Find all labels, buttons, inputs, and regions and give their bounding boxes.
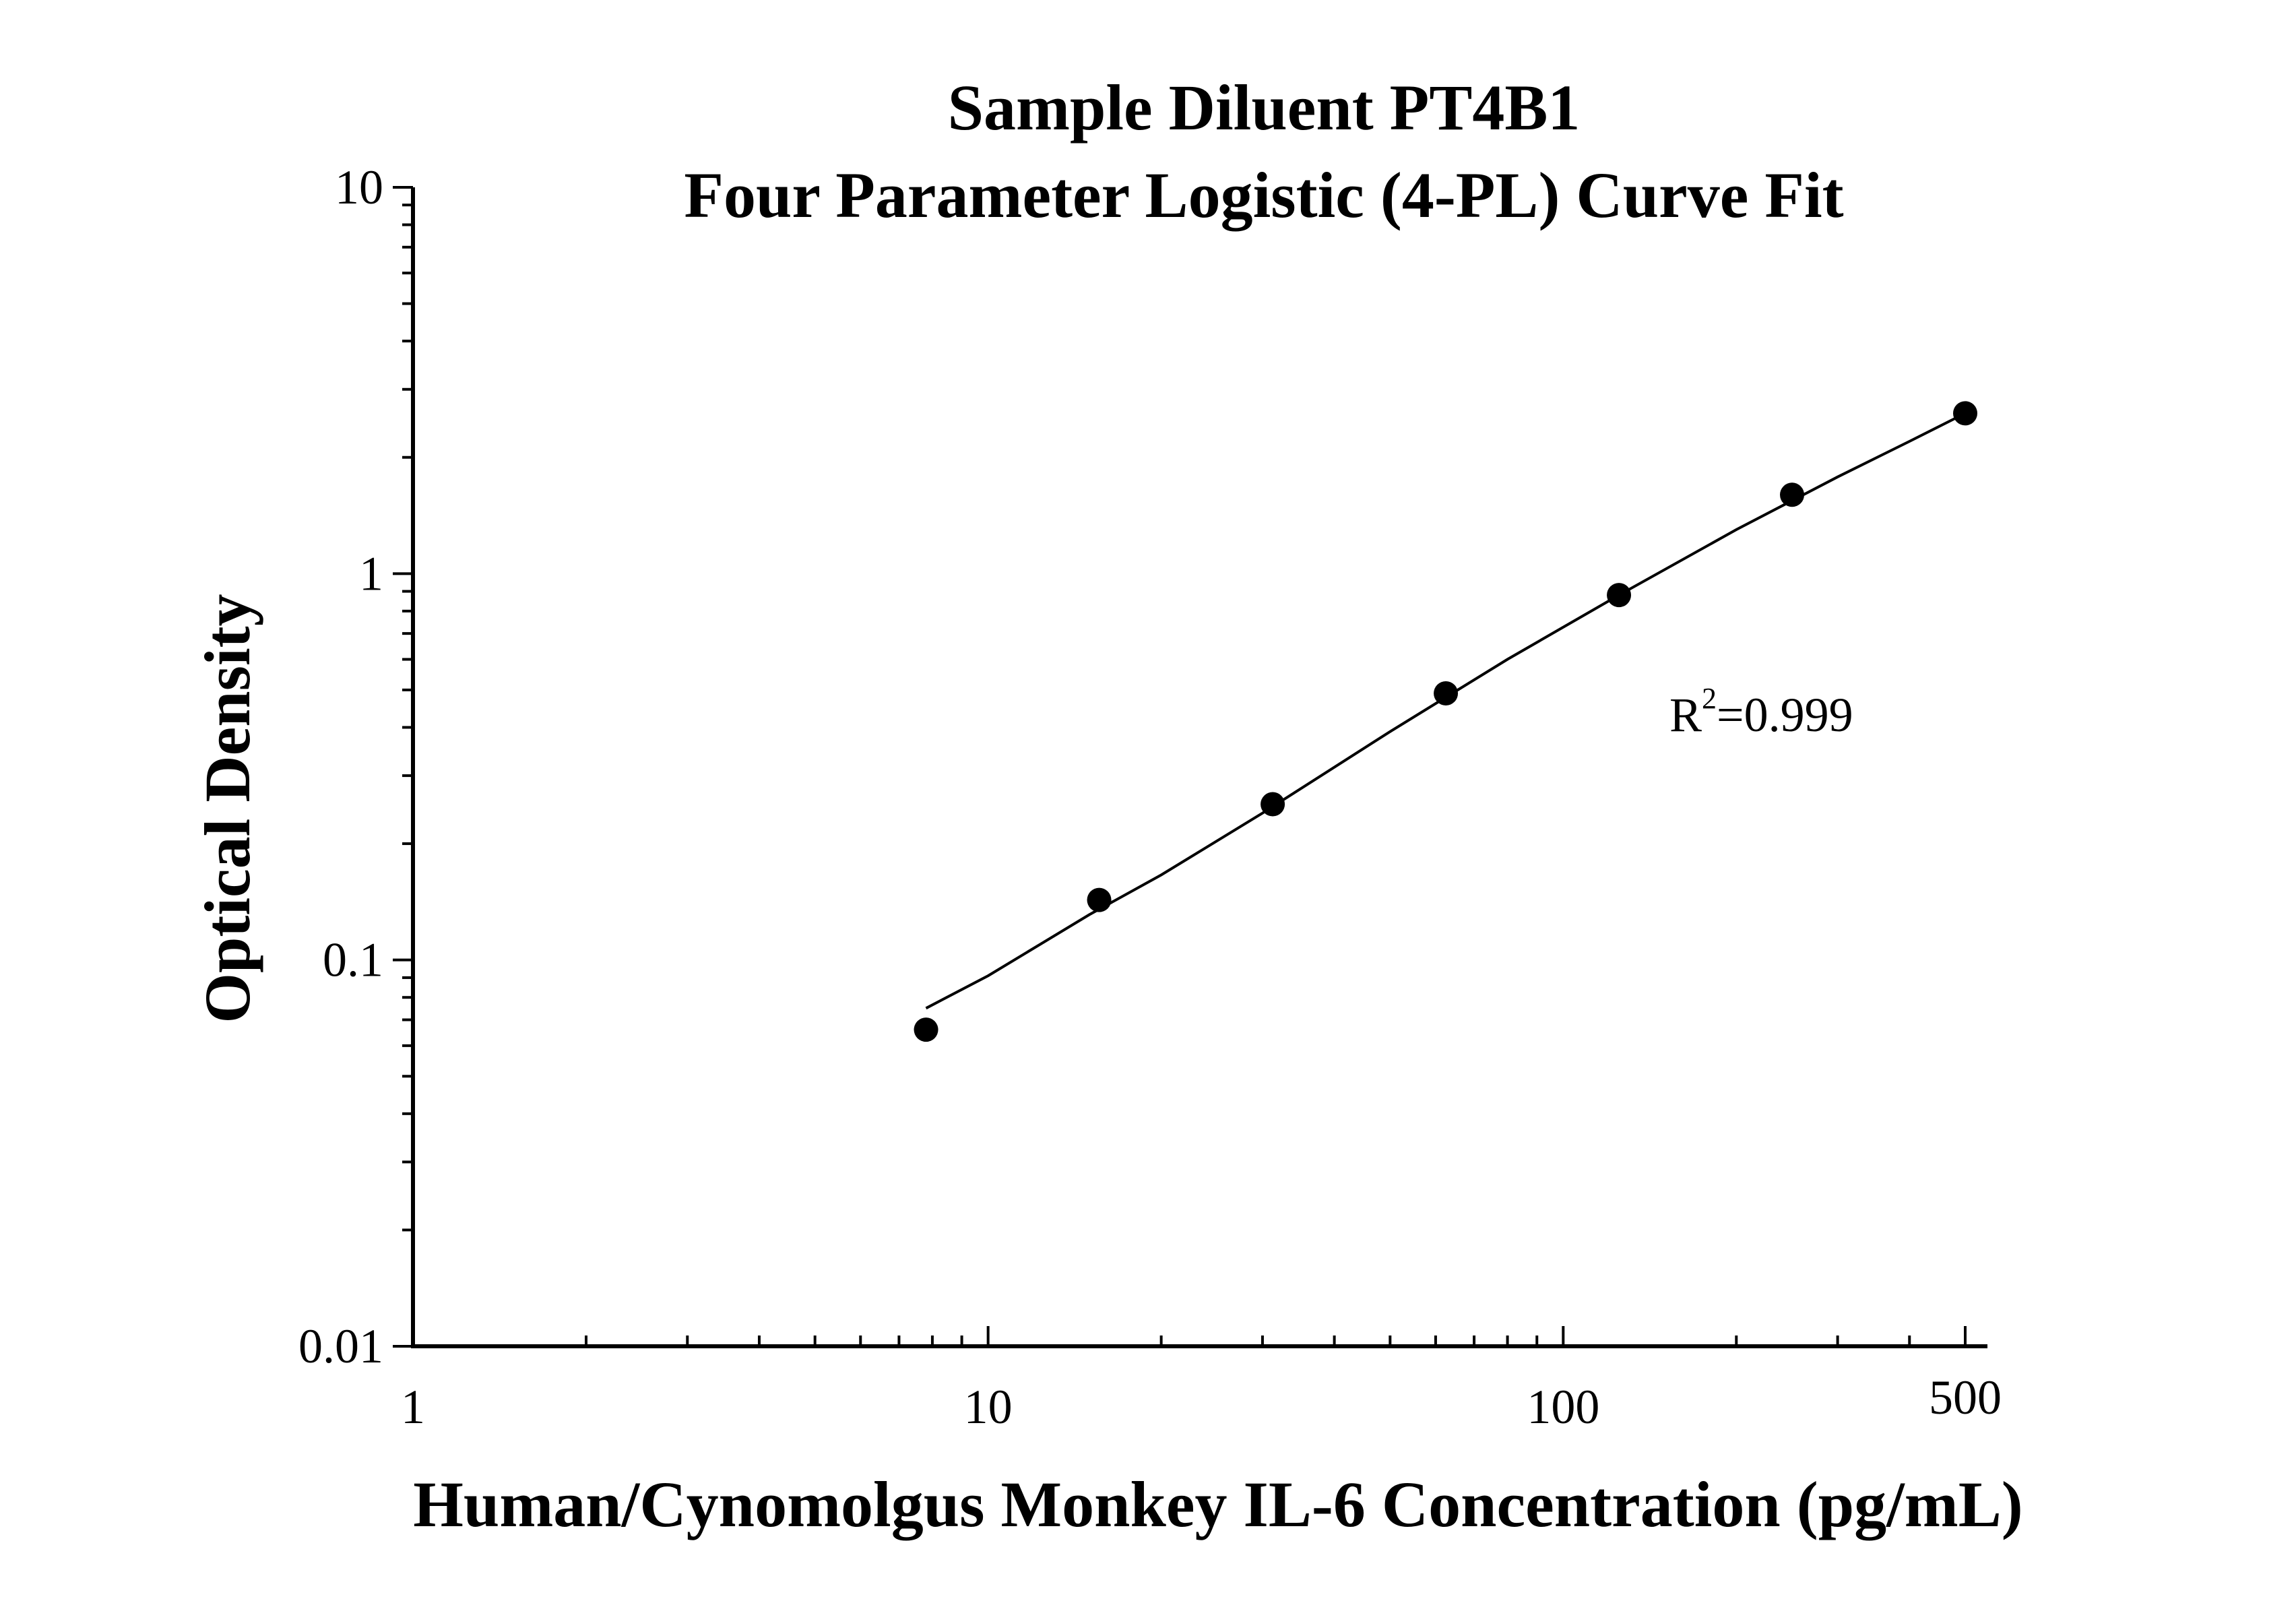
- x-tick-label: 1: [401, 1380, 425, 1434]
- y-ticks: 0.01 0.1 1 10: [298, 160, 413, 1373]
- data-points: [914, 401, 1977, 1042]
- data-point: [1261, 792, 1285, 817]
- chart-title: Sample Diluent PT4B1: [948, 71, 1581, 144]
- x-ticks: 1 10 100 500: [401, 1326, 2002, 1434]
- x-tick-label: 100: [1527, 1380, 1599, 1434]
- y-tick-label: 1: [359, 546, 383, 600]
- data-point: [1953, 401, 1977, 426]
- data-point: [914, 1017, 938, 1042]
- r-squared-value: =0.999: [1717, 688, 1853, 742]
- data-point: [1607, 583, 1632, 608]
- y-tick-label: 0.01: [298, 1319, 383, 1373]
- x-tick-label: 500: [1929, 1371, 2002, 1424]
- data-point: [1087, 887, 1112, 912]
- r-squared-base: R: [1669, 688, 1702, 742]
- data-point: [1780, 482, 1805, 507]
- data-point: [1434, 681, 1459, 705]
- axes: [411, 187, 1987, 1348]
- y-axis-label: Optical Density: [191, 594, 263, 1023]
- r-squared-annotation: R2=0.999: [1669, 682, 1853, 742]
- chart-subtitle: Four Parameter Logistic (4-PL) Curve Fit: [684, 159, 1843, 231]
- r-squared-superscript: 2: [1702, 682, 1717, 715]
- y-tick-label: 0.1: [323, 933, 383, 987]
- y-tick-label: 10: [335, 160, 383, 214]
- x-tick-label: 10: [964, 1380, 1013, 1434]
- x-axis-label: Human/Cynomolgus Monkey IL-6 Concentrati…: [413, 1468, 2023, 1540]
